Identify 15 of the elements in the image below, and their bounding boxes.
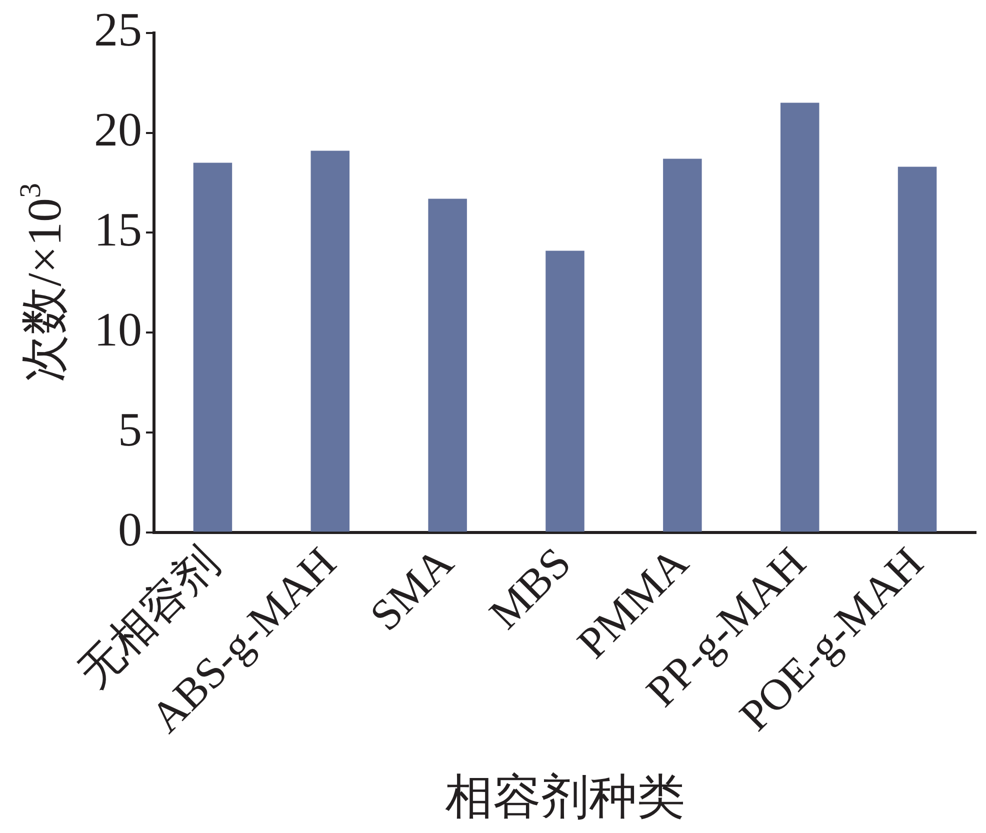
y-tick-label: 0 — [118, 503, 142, 556]
y-tick-label: 15 — [94, 203, 142, 256]
y-axis-title: 次数/×103 — [14, 183, 72, 382]
y-tick-label: 5 — [118, 403, 142, 456]
x-axis-title: 相容剂种类 — [445, 770, 685, 824]
bar — [898, 166, 937, 532]
bar — [780, 102, 820, 532]
y-tick-label: 10 — [94, 303, 142, 356]
y-tick-label: 25 — [94, 3, 142, 56]
bar — [663, 158, 702, 532]
bar — [310, 150, 350, 532]
y-tick-label: 20 — [94, 103, 142, 156]
bar — [428, 198, 467, 532]
bar — [546, 250, 584, 532]
bar — [193, 162, 232, 532]
